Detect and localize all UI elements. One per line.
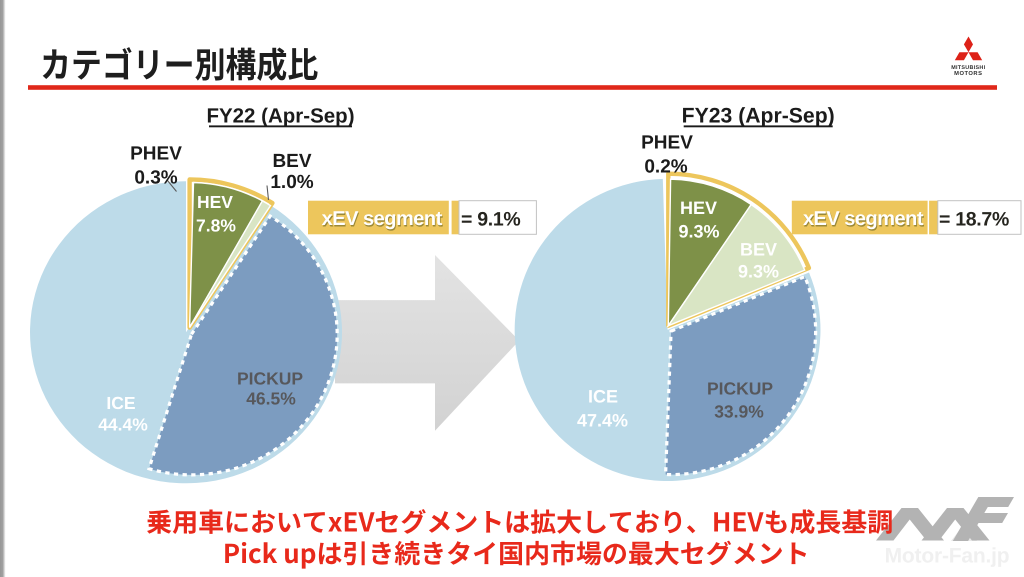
svg-text:PICKUP: PICKUP bbox=[237, 369, 303, 389]
svg-text:7.8%: 7.8% bbox=[196, 216, 236, 236]
svg-text:9.3%: 9.3% bbox=[738, 262, 779, 282]
svg-text:xEV segment: xEV segment bbox=[322, 208, 443, 230]
svg-text:= 9.1%: = 9.1% bbox=[461, 209, 520, 231]
svg-text:BEV: BEV bbox=[740, 240, 777, 260]
svg-text:PICKUP: PICKUP bbox=[707, 379, 773, 399]
svg-text:xEV segment: xEV segment bbox=[804, 209, 925, 231]
svg-text:FY22 (Apr-Sep): FY22 (Apr-Sep) bbox=[206, 105, 354, 128]
svg-text:46.5%: 46.5% bbox=[246, 389, 296, 409]
svg-text:MOTORS: MOTORS bbox=[954, 70, 982, 77]
svg-text:FY23 (Apr-Sep): FY23 (Apr-Sep) bbox=[682, 105, 835, 128]
svg-text:HEV: HEV bbox=[680, 198, 717, 218]
svg-text:BEV: BEV bbox=[272, 151, 311, 172]
svg-text:33.9%: 33.9% bbox=[714, 402, 764, 422]
svg-text:1.0%: 1.0% bbox=[270, 172, 313, 193]
svg-text:xEV segment: xEV segment bbox=[322, 209, 443, 231]
svg-text:HEV: HEV bbox=[197, 192, 233, 212]
svg-text:MITSUBISHI: MITSUBISHI bbox=[951, 65, 985, 71]
svg-text:47.4%: 47.4% bbox=[577, 411, 628, 431]
svg-text:0.3%: 0.3% bbox=[134, 168, 177, 189]
svg-text:ICE: ICE bbox=[106, 393, 135, 413]
svg-text:0.2%: 0.2% bbox=[644, 157, 687, 178]
svg-text:9.3%: 9.3% bbox=[678, 222, 719, 242]
svg-text:PHEV: PHEV bbox=[130, 144, 182, 165]
svg-text:xEV segment: xEV segment bbox=[803, 208, 924, 230]
svg-text:PHEV: PHEV bbox=[641, 133, 693, 154]
svg-text:Motor-Fan.jp: Motor-Fan.jp bbox=[885, 545, 1010, 568]
svg-text:44.4%: 44.4% bbox=[98, 415, 148, 435]
svg-text:ICE: ICE bbox=[588, 387, 618, 407]
svg-text:= 18.7%: = 18.7% bbox=[939, 209, 1009, 231]
